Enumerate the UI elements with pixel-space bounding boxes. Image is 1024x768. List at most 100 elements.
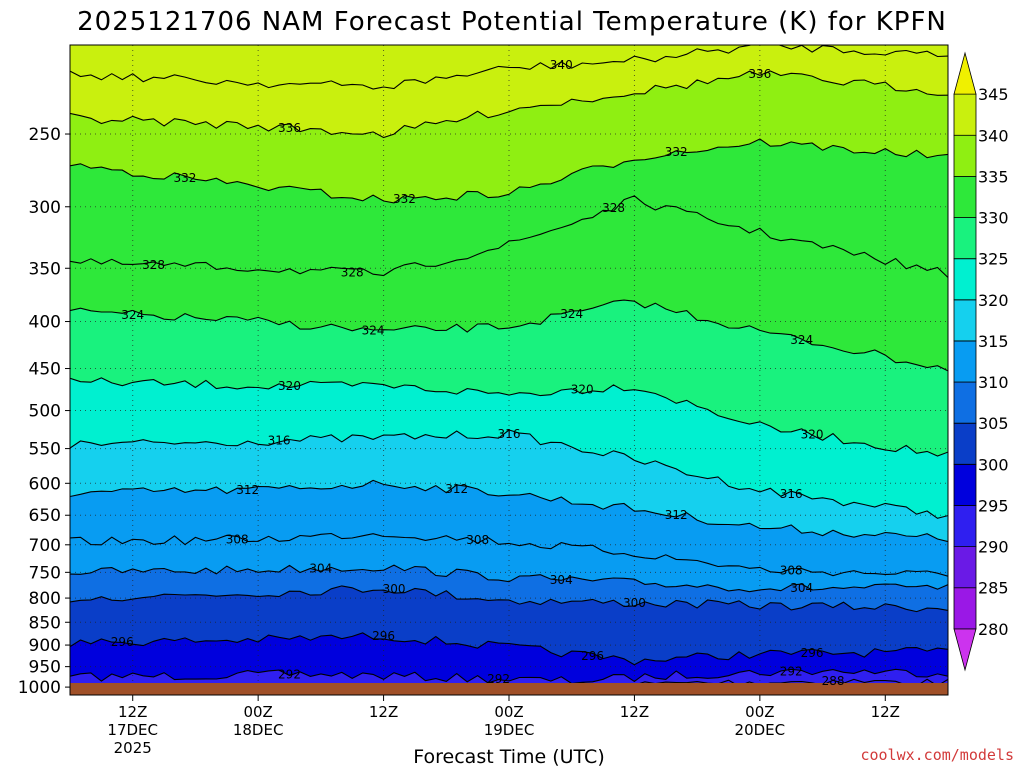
contour-label-320: 320 bbox=[278, 379, 301, 393]
contour-label-304: 304 bbox=[309, 561, 332, 575]
y-tick-label-450: 450 bbox=[29, 360, 61, 380]
contour-328 bbox=[70, 195, 948, 278]
colorbar-tick-label: 320 bbox=[978, 291, 1009, 310]
contour-label-300: 300 bbox=[383, 582, 406, 596]
colorbar-segment bbox=[953, 628, 977, 672]
x-tick-label: 00Z bbox=[494, 703, 523, 721]
colorbar-segment bbox=[953, 505, 977, 547]
contour-332 bbox=[70, 138, 948, 204]
fill-band-296 bbox=[70, 632, 948, 683]
contour-label-328: 328 bbox=[602, 201, 625, 215]
contour-label-292: 292 bbox=[487, 672, 510, 686]
contour-label-292: 292 bbox=[278, 667, 301, 681]
contour-320 bbox=[70, 377, 948, 457]
y-tick-label-950: 950 bbox=[29, 658, 61, 678]
contour-316 bbox=[70, 429, 948, 519]
colorbar-segment bbox=[953, 381, 977, 424]
y-tick-label-1000: 1000 bbox=[18, 678, 61, 698]
contour-label-316: 316 bbox=[268, 434, 291, 448]
contour-label-304: 304 bbox=[790, 581, 813, 595]
colorbar-tick-label: 340 bbox=[978, 126, 1009, 145]
y-tick-label-550: 550 bbox=[29, 440, 61, 460]
colorbar-segment bbox=[953, 134, 977, 177]
x-tick-label: 19DEC bbox=[484, 721, 535, 739]
y-tick-label-400: 400 bbox=[29, 313, 61, 333]
colorbar-tick-label: 325 bbox=[978, 250, 1009, 269]
temperature-fill-layer bbox=[70, 45, 948, 683]
x-tick-label: 18DEC bbox=[233, 721, 284, 739]
colorbar-segment bbox=[953, 587, 977, 630]
y-tick-label-500: 500 bbox=[29, 402, 61, 422]
contour-label-340: 340 bbox=[550, 58, 573, 72]
chart-title: 2025121706 NAM Forecast Potential Temper… bbox=[77, 7, 947, 37]
contour-label-308: 308 bbox=[226, 532, 249, 546]
contour-label-296: 296 bbox=[111, 635, 134, 649]
contour-296 bbox=[70, 632, 948, 666]
x-tick-label: 00Z bbox=[243, 703, 272, 721]
colorbar-tick-label: 300 bbox=[978, 455, 1009, 474]
colorbar-segment bbox=[953, 258, 977, 301]
contour-label-332: 332 bbox=[393, 192, 416, 206]
contour-label-320: 320 bbox=[801, 428, 824, 442]
y-tick-label-350: 350 bbox=[29, 259, 61, 279]
y-tick-label-650: 650 bbox=[29, 506, 61, 526]
contour-label-324: 324 bbox=[121, 308, 144, 322]
contour-label-328: 328 bbox=[341, 266, 364, 280]
contour-label-296: 296 bbox=[801, 646, 824, 660]
colorbar-tick-label: 345 bbox=[978, 85, 1009, 104]
colorbar-segment bbox=[953, 299, 977, 342]
x-tick-label: 12Z bbox=[620, 703, 649, 721]
contour-label-316: 316 bbox=[498, 427, 521, 441]
colorbar-segment bbox=[953, 546, 977, 589]
y-tick-label-800: 800 bbox=[29, 589, 61, 609]
contour-label-336: 336 bbox=[748, 67, 771, 81]
y-tick-label-700: 700 bbox=[29, 536, 61, 556]
contour-label-328: 328 bbox=[142, 258, 165, 272]
colorbar-segment bbox=[953, 176, 977, 218]
x-tick-label: 2025 bbox=[114, 739, 152, 757]
contour-label-296: 296 bbox=[372, 629, 395, 643]
contour-288 bbox=[508, 678, 948, 683]
contour-312 bbox=[70, 479, 948, 543]
contour-label-312: 312 bbox=[665, 508, 688, 522]
colorbar-tick-label: 285 bbox=[978, 579, 1009, 598]
contour-label-312: 312 bbox=[236, 483, 259, 497]
contour-label-316: 316 bbox=[780, 487, 803, 501]
colorbar-segment bbox=[953, 422, 977, 465]
contour-label-308: 308 bbox=[466, 533, 489, 547]
contour-label-312: 312 bbox=[445, 482, 468, 496]
contour-label-292: 292 bbox=[780, 665, 803, 679]
contour-label-layer: 288 292 292 292 296 296 296 296 300 300 304 304 304 3… bbox=[111, 58, 845, 688]
colorbar-tick-label: 280 bbox=[978, 620, 1009, 639]
x-tick-label: 20DEC bbox=[735, 721, 786, 739]
contour-label-324: 324 bbox=[362, 324, 385, 338]
x-tick-label: 12Z bbox=[369, 703, 398, 721]
colorbar-tick-label: 335 bbox=[978, 167, 1009, 186]
contour-label-324: 324 bbox=[790, 333, 813, 347]
colorbar-segment bbox=[953, 93, 977, 136]
contour-label-308: 308 bbox=[780, 564, 803, 578]
credit-link[interactable]: coolwx.com/models bbox=[860, 746, 1014, 764]
x-tick-label: 00Z bbox=[745, 703, 774, 721]
y-tick-label-250: 250 bbox=[29, 125, 61, 145]
contour-label-332: 332 bbox=[665, 145, 688, 159]
x-tick-label: 17DEC bbox=[107, 721, 158, 739]
y-tick-label-750: 750 bbox=[29, 563, 61, 583]
contour-292 bbox=[70, 668, 948, 683]
contour-label-288: 288 bbox=[822, 674, 845, 688]
contour-label-296: 296 bbox=[581, 649, 604, 663]
grid-layer bbox=[70, 45, 948, 683]
contour-label-304: 304 bbox=[550, 573, 573, 587]
colorbar-segment bbox=[953, 340, 977, 383]
colorbar-segment bbox=[953, 51, 977, 95]
colorbar: 280 285 290 295 300 305 310 315 320 325 330 335 340 3… bbox=[953, 51, 1009, 672]
colorbar-tick-label: 305 bbox=[978, 414, 1009, 433]
colorbar-tick-label: 330 bbox=[978, 209, 1009, 228]
contour-label-320: 320 bbox=[571, 382, 594, 396]
contour-336 bbox=[70, 70, 948, 139]
contour-label-332: 332 bbox=[174, 171, 197, 185]
x-tick-label: 12Z bbox=[871, 703, 900, 721]
y-tick-label-850: 850 bbox=[29, 613, 61, 633]
